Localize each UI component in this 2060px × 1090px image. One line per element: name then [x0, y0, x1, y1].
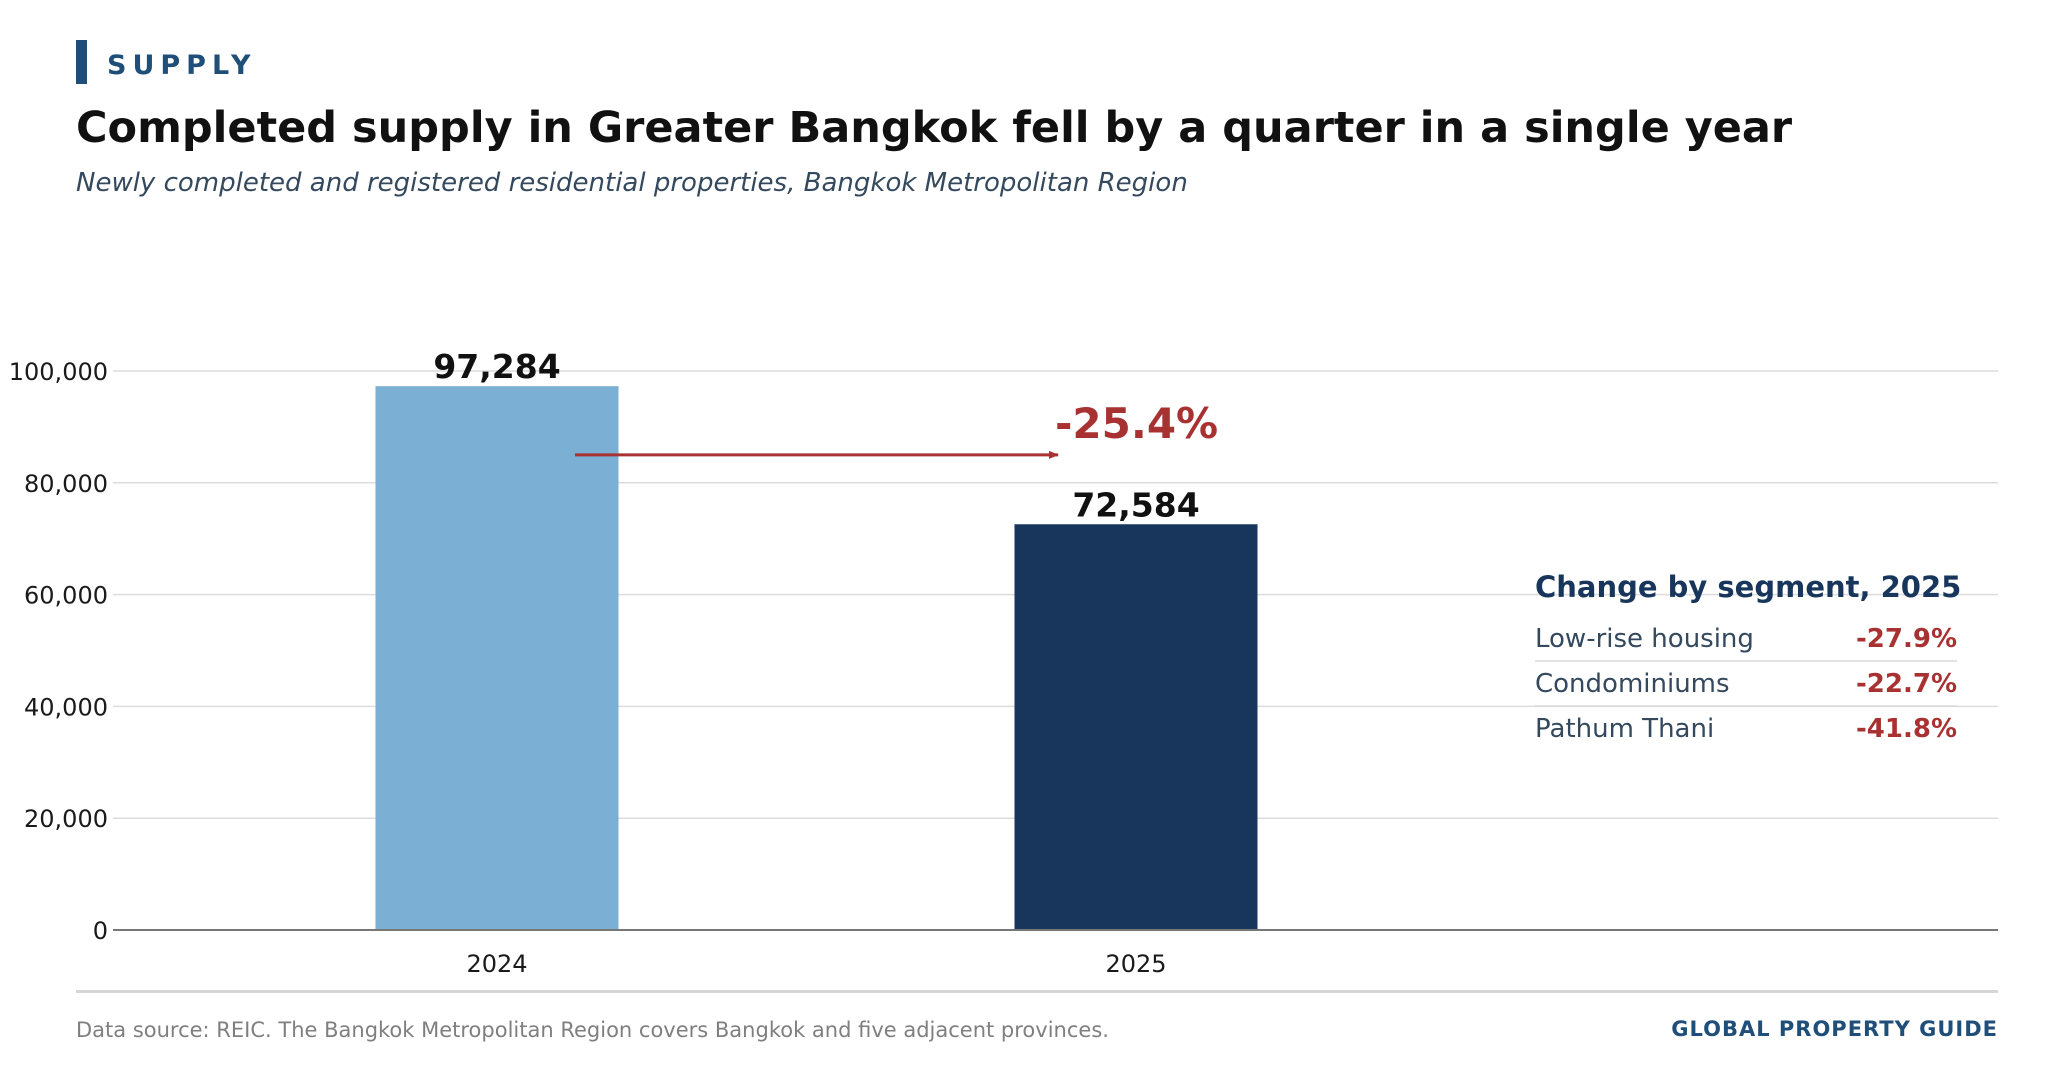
segment-panel-title: Change by segment, 2025 [1535, 570, 1961, 604]
y-tick-label: 40,000 [24, 693, 108, 721]
y-tick-label: 60,000 [24, 582, 108, 610]
segment-value: -41.8% [1856, 714, 1957, 744]
segment-label: Pathum Thani [1535, 714, 1714, 744]
chart-title: Completed supply in Greater Bangkok fell… [76, 103, 1793, 153]
section-kicker: SUPPLY [107, 50, 257, 81]
chart-subtitle: Newly completed and registered residenti… [76, 168, 1188, 198]
y-tick-label: 80,000 [24, 470, 108, 498]
segment-value: -22.7% [1856, 669, 1957, 699]
brand-logo-text: GLOBAL PROPERTY GUIDE [1671, 1017, 1998, 1041]
bar-2025 [1014, 524, 1258, 930]
x-tick-label: 2024 [466, 950, 527, 978]
bar-value-label: 72,584 [1072, 485, 1199, 524]
x-tick-label: 2025 [1105, 950, 1166, 978]
y-tick-label: 0 [93, 917, 108, 945]
kicker-accent-bar [76, 40, 87, 84]
bar-value-label: 97,284 [433, 347, 560, 386]
segment-label: Condominiums [1535, 669, 1730, 699]
bar-2024 [375, 386, 619, 930]
segment-label: Low-rise housing [1535, 624, 1754, 654]
data-source-note: Data source: REIC. The Bangkok Metropoli… [76, 1018, 1109, 1042]
y-tick-label: 20,000 [24, 805, 108, 833]
change-percent-label: -25.4% [1055, 399, 1218, 448]
footer-divider [76, 990, 1998, 993]
y-tick-label: 100,000 [9, 358, 108, 386]
segment-value: -27.9% [1856, 624, 1957, 654]
